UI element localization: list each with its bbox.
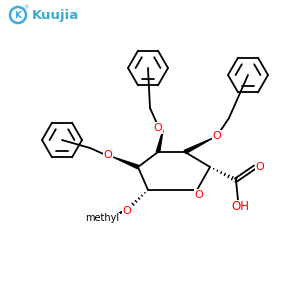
Text: O: O <box>213 131 221 141</box>
Text: ®: ® <box>23 5 29 10</box>
Text: OH: OH <box>231 200 249 214</box>
Polygon shape <box>113 157 139 169</box>
Text: O: O <box>103 150 112 160</box>
Text: O: O <box>195 190 203 200</box>
Polygon shape <box>156 130 163 152</box>
Text: Kuujia: Kuujia <box>32 8 79 22</box>
Text: O: O <box>256 162 264 172</box>
Text: O: O <box>154 123 162 133</box>
Text: O: O <box>123 206 131 216</box>
Text: methyl: methyl <box>85 213 119 223</box>
Polygon shape <box>184 138 213 154</box>
Text: K: K <box>14 11 22 20</box>
